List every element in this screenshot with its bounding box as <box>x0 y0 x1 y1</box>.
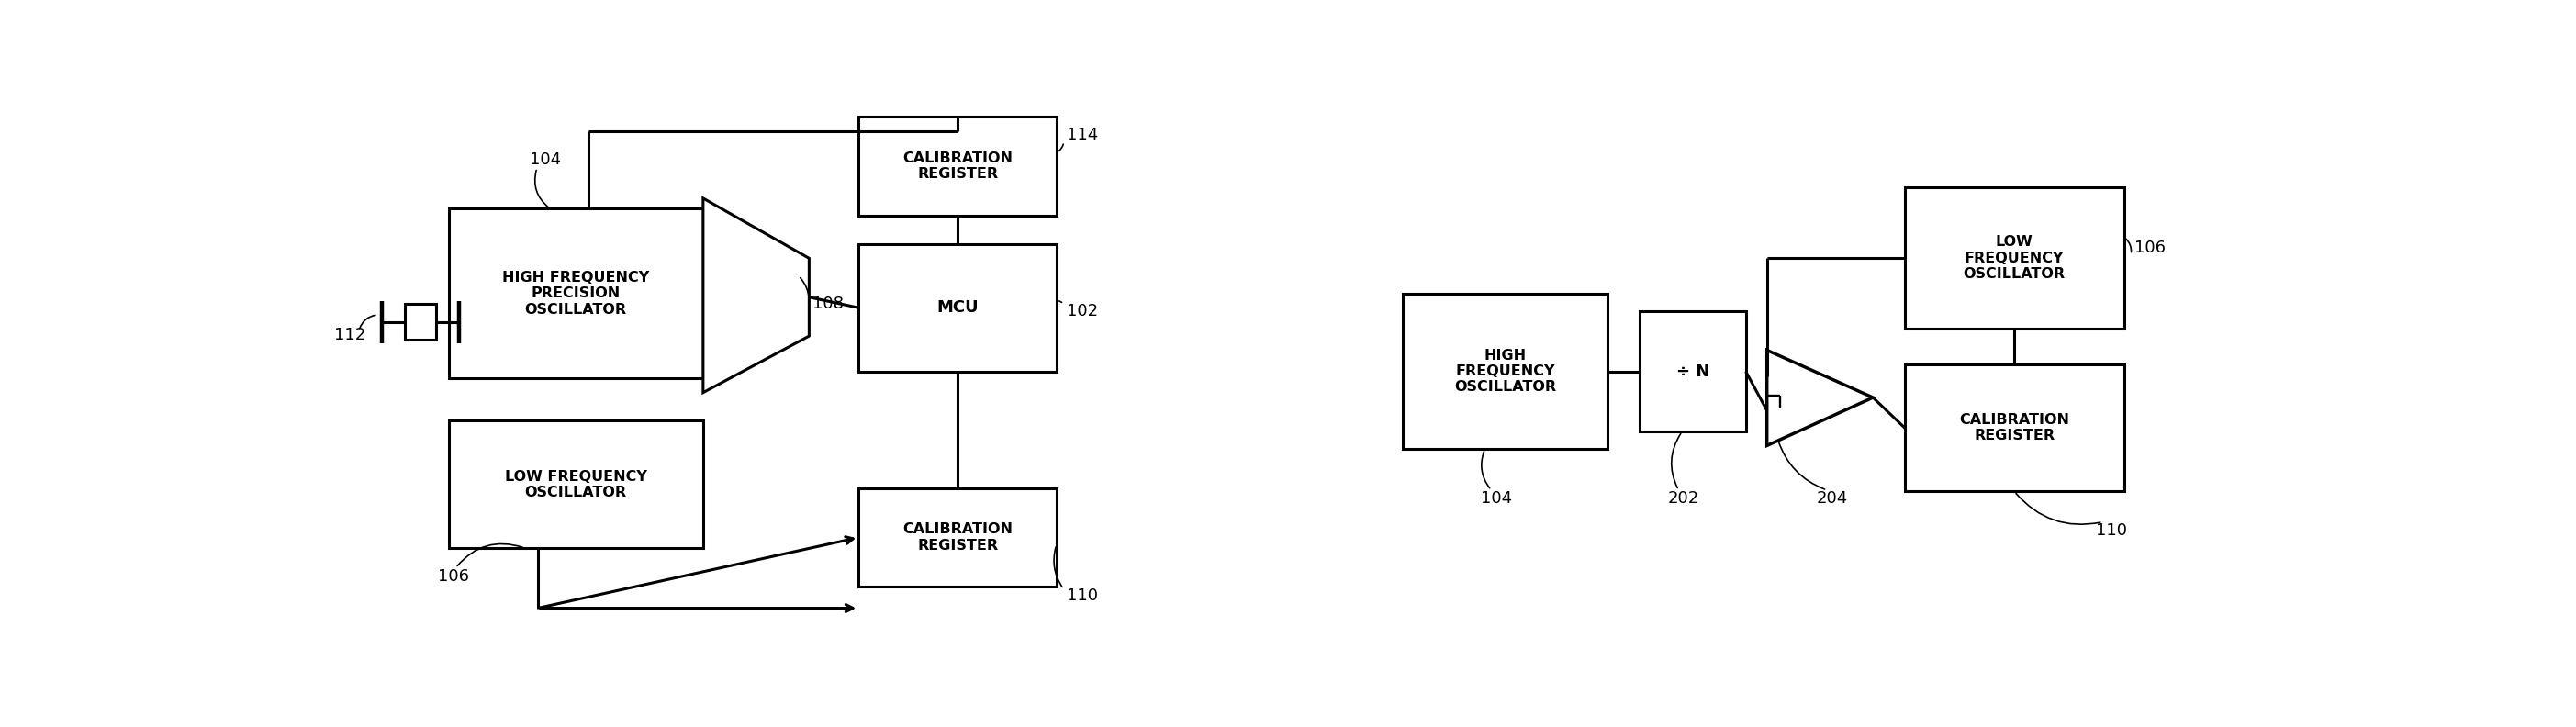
Bar <box>1404 294 1607 449</box>
Text: 108: 108 <box>811 296 845 313</box>
Polygon shape <box>1767 350 1873 446</box>
Text: 104: 104 <box>531 151 562 168</box>
Text: ÷ N: ÷ N <box>1677 363 1710 379</box>
Text: HIGH
FREQUENCY
OSCILLATOR: HIGH FREQUENCY OSCILLATOR <box>1455 348 1556 394</box>
Bar <box>858 488 1056 587</box>
Text: 106: 106 <box>438 568 469 585</box>
Text: 106: 106 <box>2136 239 2166 256</box>
Bar <box>1904 364 2125 491</box>
Polygon shape <box>703 198 809 393</box>
Text: CALIBRATION
REGISTER: CALIBRATION REGISTER <box>902 151 1012 181</box>
Bar <box>404 304 435 340</box>
Text: 202: 202 <box>1669 490 1700 507</box>
Text: HIGH FREQUENCY
PRECISION
OSCILLATOR: HIGH FREQUENCY PRECISION OSCILLATOR <box>502 270 649 316</box>
Text: LOW
FREQUENCY
OSCILLATOR: LOW FREQUENCY OSCILLATOR <box>1963 236 2066 281</box>
Text: 102: 102 <box>1066 303 1097 320</box>
Text: 104: 104 <box>1481 490 1512 507</box>
Text: 204: 204 <box>1816 490 1847 507</box>
Text: CALIBRATION
REGISTER: CALIBRATION REGISTER <box>902 523 1012 553</box>
Text: 110: 110 <box>1066 588 1097 604</box>
Bar <box>1904 188 2125 329</box>
Text: CALIBRATION
REGISTER: CALIBRATION REGISTER <box>1960 413 2069 443</box>
Text: 110: 110 <box>2097 522 2128 539</box>
Bar <box>1641 311 1747 431</box>
Text: 114: 114 <box>1066 126 1097 143</box>
Text: 112: 112 <box>335 326 366 343</box>
Bar <box>448 209 703 379</box>
Text: MCU: MCU <box>938 300 979 316</box>
Bar <box>858 244 1056 371</box>
Bar <box>448 421 703 548</box>
Bar <box>858 117 1056 216</box>
Text: LOW FREQUENCY
OSCILLATOR: LOW FREQUENCY OSCILLATOR <box>505 470 647 499</box>
